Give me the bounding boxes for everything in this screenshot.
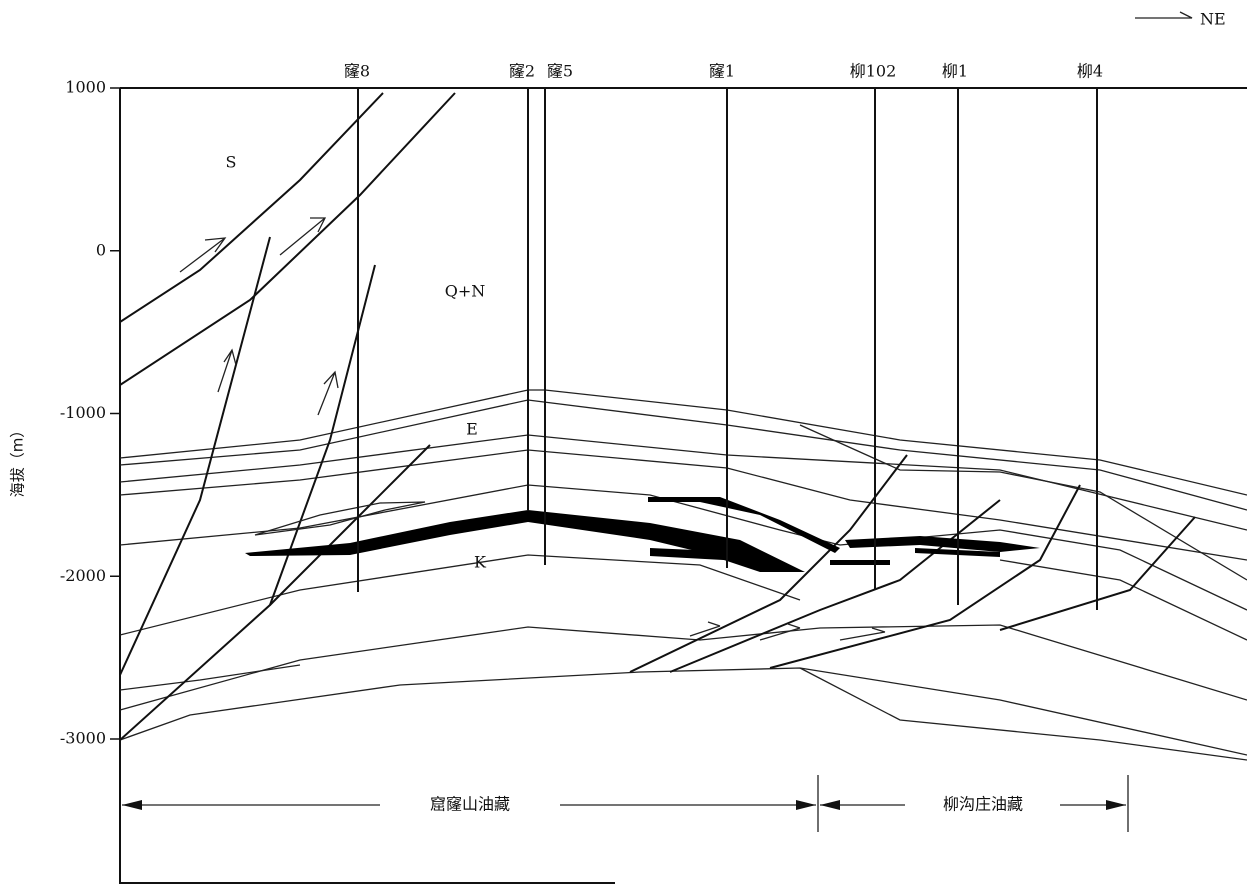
layer-label: Q+N [445, 282, 486, 301]
y-axis-label: 海拔（m） [9, 423, 27, 498]
well-label: 窿8 [344, 62, 370, 81]
well-label: 窿1 [709, 62, 735, 81]
cross-section: NE 海拔（m） 1000 0 -1000 -2000 -3000 [0, 0, 1247, 884]
y-axis: 1000 0 -1000 -2000 -3000 [60, 78, 120, 748]
oil-bodies [245, 497, 1040, 572]
tick-label: 1000 [65, 78, 106, 97]
layer-label: S [226, 153, 237, 172]
reservoir-ranges: 窟窿山油藏 柳沟庄油藏 [122, 775, 1128, 832]
well-label: 柳4 [1077, 62, 1103, 81]
tick-label: 0 [96, 240, 106, 259]
frame [120, 88, 1247, 884]
layer-label: E [466, 420, 478, 439]
tick-label: -3000 [60, 729, 106, 748]
well-label: 窿5 [547, 62, 573, 81]
horizons [120, 390, 1247, 760]
direction-label: NE [1200, 10, 1226, 29]
tick-label: -2000 [60, 566, 106, 585]
reservoir-label: 柳沟庄油藏 [943, 795, 1023, 814]
well-label: 窿2 [509, 62, 535, 81]
reservoir-label: 窟窿山油藏 [430, 795, 510, 814]
layer-label: K [474, 553, 487, 572]
tick-label: -1000 [60, 403, 106, 422]
direction-arrow: NE [1135, 10, 1226, 29]
well-label: 柳1 [942, 62, 968, 81]
well-label: 柳102 [850, 62, 897, 81]
layer-labels: S Q+N E K [226, 153, 488, 572]
